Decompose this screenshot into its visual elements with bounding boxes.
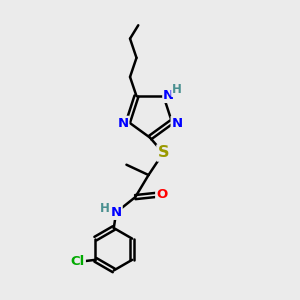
Text: S: S <box>158 146 169 160</box>
Text: O: O <box>156 188 167 201</box>
Text: Cl: Cl <box>70 255 85 268</box>
Text: N: N <box>117 117 128 130</box>
Text: N: N <box>111 206 122 219</box>
Text: N: N <box>172 117 183 130</box>
Text: H: H <box>172 83 182 96</box>
Text: N: N <box>163 89 174 102</box>
Text: H: H <box>100 202 110 215</box>
